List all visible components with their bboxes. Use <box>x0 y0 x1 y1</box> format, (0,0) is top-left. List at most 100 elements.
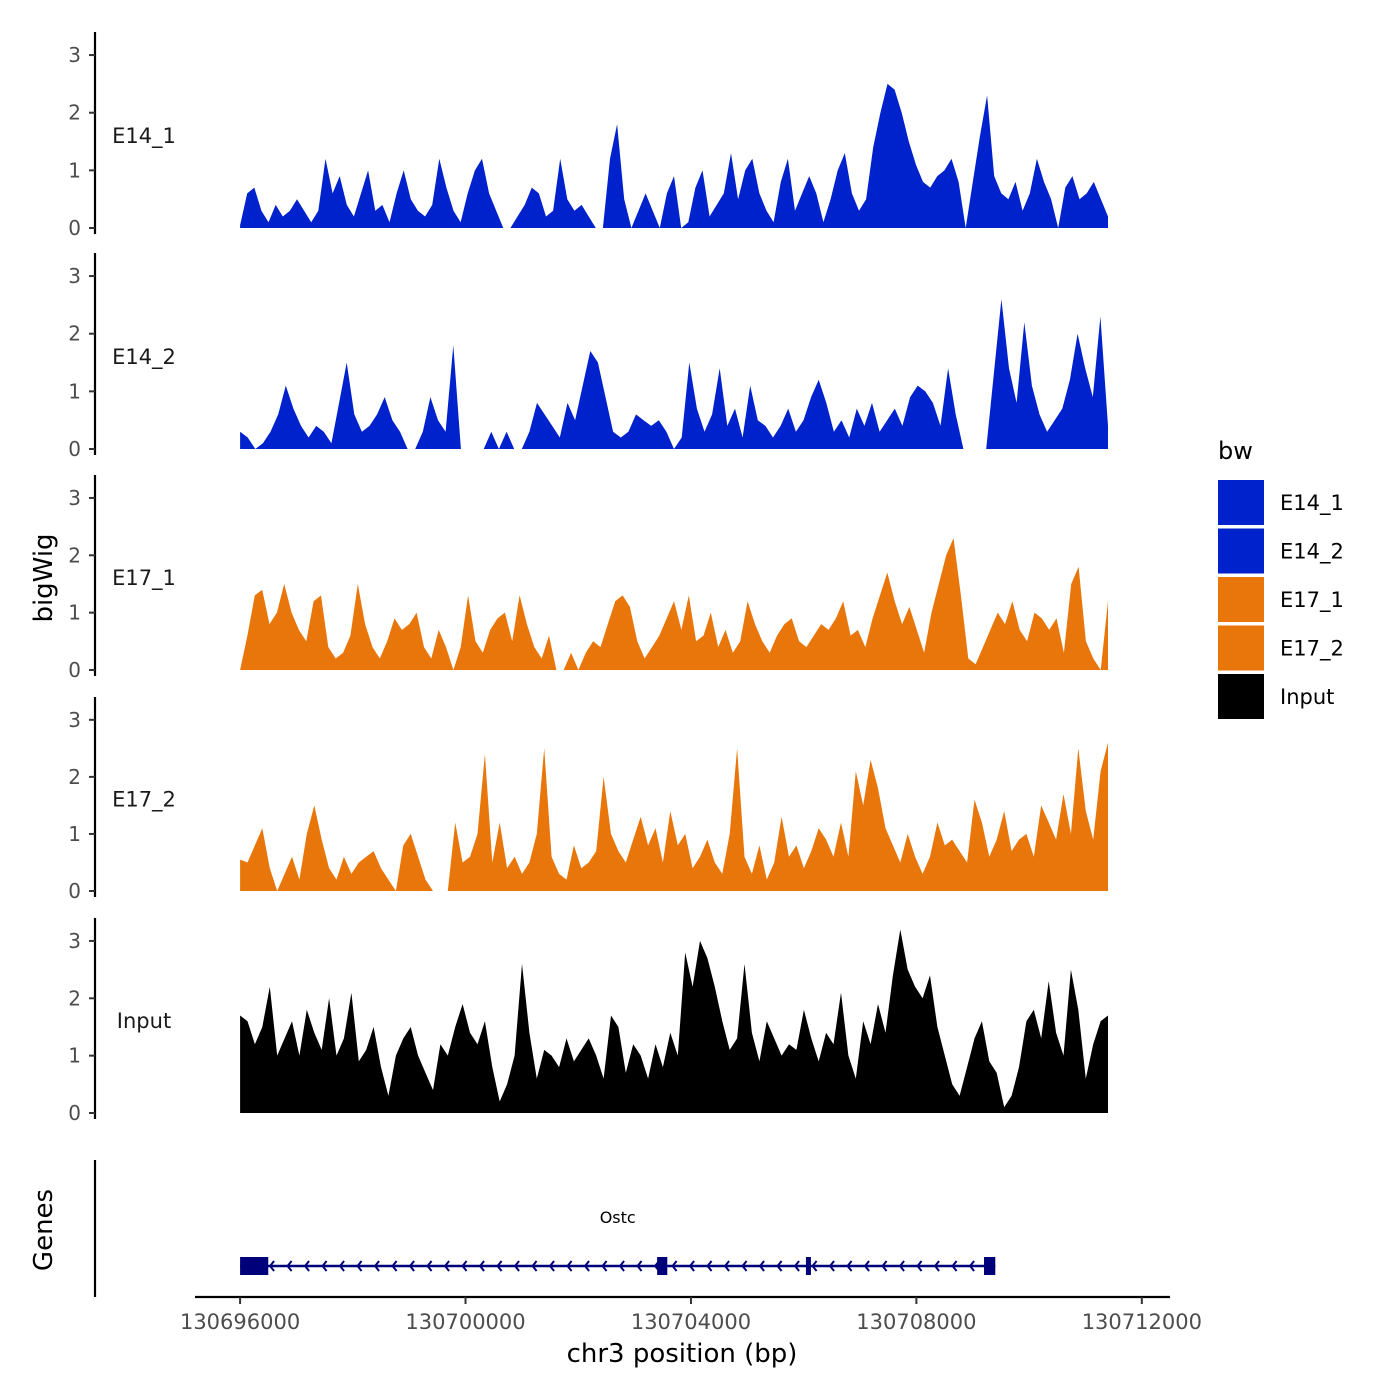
strand-chevron <box>758 1260 765 1272</box>
legend-label: E14_1 <box>1280 491 1344 516</box>
x-tick-label: 130712000 <box>1082 1310 1202 1334</box>
strand-chevron <box>601 1260 608 1272</box>
gene-exon <box>657 1257 668 1275</box>
strand-chevron <box>828 1260 835 1272</box>
strand-chevron <box>548 1260 555 1272</box>
strand-chevron <box>881 1260 888 1272</box>
legend-swatch <box>1218 577 1264 622</box>
gene-exon <box>240 1257 269 1275</box>
track-e14-2: 0 1 2 3 E14_2 <box>68 253 1109 461</box>
strand-chevron <box>373 1260 380 1272</box>
y-tick-label: 1 <box>68 1044 81 1068</box>
strand-chevron <box>793 1260 800 1272</box>
x-axis-title: chr3 position (bp) <box>567 1339 798 1369</box>
track-e17-1: 0 1 2 3 E17_1 <box>68 475 1109 682</box>
strand-chevron <box>671 1260 678 1272</box>
strand-chevron <box>723 1260 730 1272</box>
strand-chevron <box>811 1260 818 1272</box>
strand-chevron <box>443 1260 450 1272</box>
y-tick-label: 1 <box>68 158 81 182</box>
y-tick-label: 0 <box>68 658 81 682</box>
y-tick-label: 1 <box>68 822 81 846</box>
legend-item-e14-1: E14_1 <box>1218 480 1344 525</box>
strand-chevron <box>916 1260 923 1272</box>
strand-chevron <box>286 1260 293 1272</box>
legend-item-e17-1: E17_1 <box>1218 577 1344 622</box>
strand-chevron <box>846 1260 853 1272</box>
signal-tracks: 0 1 2 3 E14_1 0 1 2 3 E14_2 0 1 2 3 E17_1 0 1 2 3 E17_2 0 1 2 3… <box>68 32 1109 1125</box>
x-tick-label: 130700000 <box>405 1310 525 1334</box>
gene-exon <box>984 1257 996 1275</box>
strand-chevron <box>688 1260 695 1272</box>
gene-exon <box>805 1257 811 1275</box>
legend-swatch <box>1218 625 1264 671</box>
signal-area-e14-1 <box>240 83 1109 229</box>
y-tick-label: 1 <box>68 601 81 625</box>
strand-chevron <box>951 1260 958 1272</box>
strand-chevron <box>461 1260 468 1272</box>
strand-chevron <box>863 1260 870 1272</box>
strand-chevron <box>268 1260 275 1272</box>
y-tick-label: 0 <box>68 1101 81 1125</box>
track-label: Input <box>117 1009 171 1033</box>
strand-chevron <box>741 1260 748 1272</box>
strand-chevron <box>933 1260 940 1272</box>
strand-chevron <box>776 1260 783 1272</box>
y-tick-label: 3 <box>68 929 81 953</box>
y-tick-label: 2 <box>68 101 81 125</box>
legend-title: bw <box>1218 437 1253 465</box>
x-tick-label: 130704000 <box>631 1310 751 1334</box>
strand-chevron <box>356 1260 363 1272</box>
gene-ostc: Ostc <box>240 1208 996 1275</box>
legend-label: E14_2 <box>1280 540 1344 565</box>
legend-label: E17_1 <box>1280 588 1344 613</box>
y-tick-label: 3 <box>68 43 81 67</box>
legend-item-e17-2: E17_2 <box>1218 625 1344 671</box>
track-label: E14_1 <box>112 124 176 149</box>
strand-chevron <box>303 1260 310 1272</box>
track-e17-2: 0 1 2 3 E17_2 <box>68 697 1109 903</box>
gene-track: Ostc <box>93 1160 996 1297</box>
gene-name-label: Ostc <box>600 1208 636 1227</box>
strand-chevron <box>513 1260 520 1272</box>
strand-chevron <box>566 1260 573 1272</box>
legend-label: Input <box>1280 685 1334 709</box>
strand-chevron <box>321 1260 328 1272</box>
legend: bw E14_1 E14_2 E17_1 E17_2 Input <box>1218 437 1344 719</box>
y-axis-title: bigWig <box>29 533 59 622</box>
legend-swatch <box>1218 674 1264 719</box>
y-tick-label: 0 <box>68 216 81 240</box>
x-tick-label: 130708000 <box>856 1310 976 1334</box>
y-tick-label: 2 <box>68 322 81 346</box>
track-e14-1: 0 1 2 3 E14_1 <box>68 32 1109 240</box>
strand-chevron <box>478 1260 485 1272</box>
track-input: 0 1 2 3 Input <box>68 918 1109 1125</box>
legend-swatch <box>1218 480 1264 525</box>
track-label: E17_2 <box>112 788 176 813</box>
track-label: E14_2 <box>112 345 176 370</box>
y-tick-label: 0 <box>68 437 81 461</box>
y-tick-label: 2 <box>68 765 81 789</box>
legend-item-e14-2: E14_2 <box>1218 528 1344 574</box>
strand-chevron <box>391 1260 398 1272</box>
legend-item-input: Input <box>1218 674 1334 719</box>
y-tick-label: 1 <box>68 379 81 403</box>
y-tick-label: 3 <box>68 708 81 732</box>
strand-chevron <box>636 1260 643 1272</box>
y-tick-label: 3 <box>68 264 81 288</box>
strand-chevron <box>898 1260 905 1272</box>
signal-area-e14-2 <box>240 299 1109 449</box>
strand-chevron <box>496 1260 503 1272</box>
y-tick-label: 2 <box>68 543 81 567</box>
strand-chevron <box>338 1260 345 1272</box>
y-tick-label: 2 <box>68 986 81 1010</box>
strand-chevron <box>618 1260 625 1272</box>
strand-chevron <box>968 1260 975 1272</box>
track-label: E17_1 <box>112 566 176 591</box>
legend-swatch <box>1218 528 1264 574</box>
x-tick-label: 130696000 <box>180 1310 300 1334</box>
strand-chevron <box>583 1260 590 1272</box>
y-tick-label: 3 <box>68 486 81 510</box>
strand-chevron <box>426 1260 433 1272</box>
